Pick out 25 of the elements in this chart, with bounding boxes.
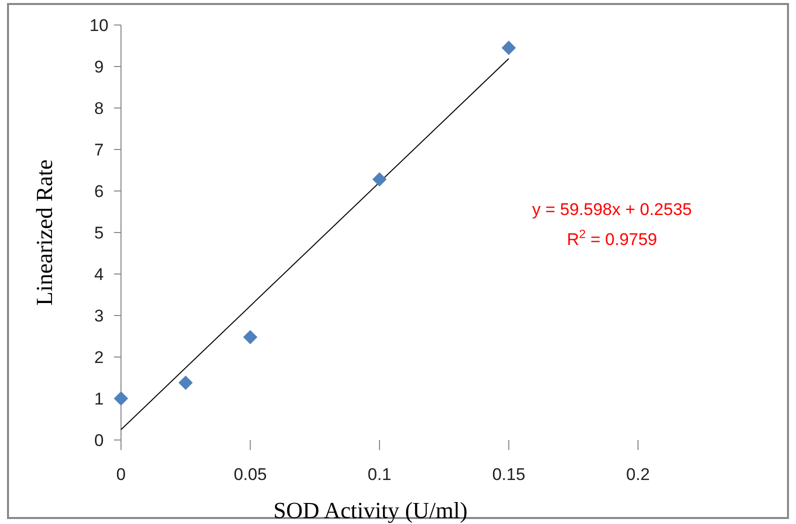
y-tick-label: 4: [94, 264, 104, 284]
y-tick-label: 9: [94, 57, 104, 76]
x-tick-label: 0.15: [492, 465, 526, 484]
y-tick-label: 2: [94, 348, 104, 367]
point: [114, 391, 128, 406]
point: [372, 172, 387, 187]
y-tick-label: 7: [94, 140, 104, 160]
x-tick-label: 0.1: [368, 465, 392, 484]
x-tick-label: 0.2: [626, 465, 650, 484]
y-axis-title: Linearized Rate: [32, 159, 57, 306]
x-tick-label: 0: [116, 465, 126, 484]
y-tick-label: 0: [94, 430, 104, 450]
y-tick-label: 1: [94, 389, 104, 408]
point: [502, 40, 516, 55]
annotation: R$^{2}$ = 0.9759: [566, 227, 658, 249]
x-axis-title: SOD Activity (U/ml): [273, 498, 468, 523]
point: [178, 376, 193, 390]
y-tick-label: 3: [94, 306, 104, 326]
y-tick-label: 8: [94, 98, 104, 118]
annotation: y = 59.598x + 0.2535: [532, 200, 692, 219]
y-tick-label: 10: [90, 16, 108, 35]
y-tick-label: 6: [94, 182, 104, 201]
x-tick-label: 0.05: [234, 465, 267, 484]
point: [243, 330, 258, 344]
y-tick-label: 5: [94, 223, 104, 242]
